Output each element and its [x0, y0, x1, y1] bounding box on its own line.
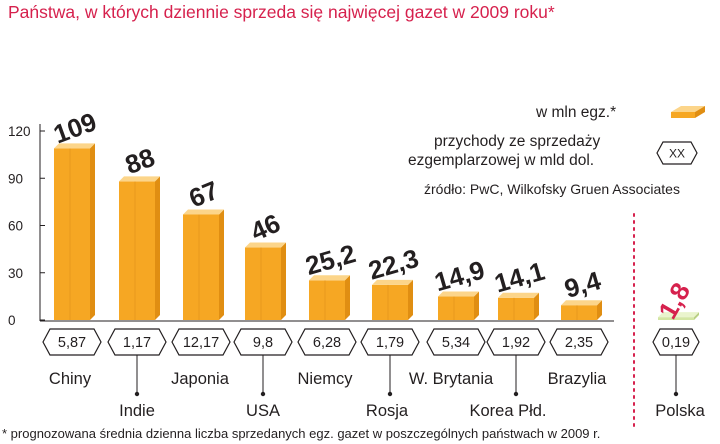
y-tick-label: 90 [8, 171, 23, 186]
bar [183, 214, 219, 320]
leader-dot [134, 391, 140, 397]
country-label: W. Brytania [409, 370, 494, 388]
bar [372, 284, 408, 320]
revenue-value: 5,87 [58, 335, 86, 351]
y-tick-label: 60 [8, 219, 23, 234]
y-tick-label: 30 [8, 266, 23, 281]
revenue-value: 1,92 [502, 335, 530, 351]
y-tick-label: 0 [8, 313, 16, 328]
leader-dot [673, 391, 679, 397]
bar-value-label: 22,3 [365, 243, 422, 286]
revenue-value: 9,8 [253, 335, 273, 351]
bar-top [561, 300, 602, 306]
bar-top [438, 291, 479, 297]
bar-top [119, 176, 160, 182]
revenue-hexagon [42, 328, 102, 356]
bar-side [597, 300, 602, 320]
country-label: Polska [655, 402, 705, 420]
bar-top [245, 242, 286, 248]
bar-side [534, 292, 539, 320]
y-tick-label: 120 [8, 124, 31, 139]
revenue-value: 0,19 [662, 335, 690, 351]
bar-value-label: 109 [49, 106, 100, 149]
bar-value-label: 14,1 [491, 256, 548, 299]
revenue-value: 1,17 [123, 335, 151, 351]
revenue-hexagon [549, 328, 609, 356]
bar-value-label: 67 [185, 175, 223, 214]
bar-side [90, 143, 95, 320]
bar-value-label: 9,4 [561, 265, 605, 304]
bar-side [155, 176, 160, 320]
bar [498, 297, 534, 320]
bar-top [309, 275, 350, 281]
revenue-value: 5,34 [442, 335, 470, 351]
bar-side [408, 279, 413, 320]
legend-revenue-label-line2: ezgemplarzowej w mld dol. [408, 152, 595, 169]
legend-bar-icon-side [695, 106, 705, 118]
chart-source: źródło: PwC, Wilkofsky Gruen Associates [424, 181, 680, 197]
country-label: Chiny [49, 370, 92, 388]
legend-hexagon-icon [656, 141, 698, 165]
revenue-value: 1,79 [376, 335, 404, 351]
revenue-hexagon [233, 328, 293, 356]
country-label: Indie [119, 402, 155, 420]
bar-value-label: 88 [121, 142, 158, 180]
chart-title: Państwa, w których dziennie sprzeda się … [8, 2, 555, 22]
revenue-value: 6,28 [313, 335, 341, 351]
bar [438, 296, 474, 320]
bar-top [498, 292, 539, 298]
country-label: Niemcy [297, 370, 353, 388]
revenue-hexagon [426, 328, 486, 356]
country-label: Rosja [366, 402, 409, 420]
footnote: * prognozowana średnia dzienna liczba sp… [2, 426, 601, 441]
bar-top [372, 279, 413, 285]
bar-top [183, 209, 224, 215]
revenue-value: 12,17 [183, 335, 219, 351]
bar [658, 317, 694, 320]
revenue-hexagon [360, 328, 420, 356]
bar [119, 181, 155, 320]
country-label: Korea Płd. [469, 402, 546, 420]
leader-dot [260, 391, 266, 397]
revenue-hexagon [652, 328, 700, 356]
bar [245, 247, 281, 320]
country-label: USA [246, 402, 280, 420]
bar [309, 280, 345, 320]
country-label: Japonia [171, 370, 230, 388]
bar-value-label: 14,9 [431, 254, 488, 297]
revenue-hexagon [297, 328, 357, 356]
bar-value-label: 25,2 [302, 238, 359, 281]
revenue-hexagon [171, 328, 231, 356]
revenue-hexagon [107, 328, 167, 356]
legend-bar-icon-top [671, 106, 705, 112]
leader-dot [513, 391, 519, 397]
legend-bar-icon [671, 112, 695, 118]
leader-dot [387, 391, 393, 397]
bar-side [281, 242, 286, 320]
bar-top [54, 143, 95, 149]
bar-side [694, 312, 699, 320]
bar-side [219, 209, 224, 320]
bar-side [474, 291, 479, 320]
bar [561, 305, 597, 320]
revenue-value: 2,35 [565, 335, 593, 351]
country-label: Brazylia [548, 370, 608, 388]
revenue-hexagon [486, 328, 546, 356]
bar-side [345, 275, 350, 320]
legend-hexagon-text: XX [669, 147, 685, 161]
legend-revenue-label-line1: przychody ze sprzedaży [434, 133, 601, 150]
bar-top [658, 312, 699, 318]
legend-units-label: w mln egz.* [536, 104, 617, 121]
bar [54, 148, 90, 320]
bar-value-label: 46 [246, 208, 285, 247]
